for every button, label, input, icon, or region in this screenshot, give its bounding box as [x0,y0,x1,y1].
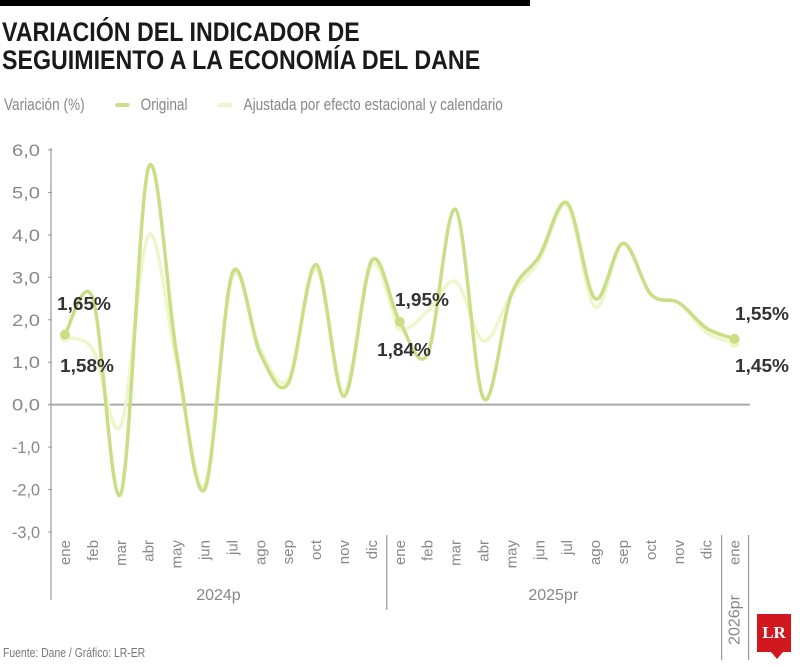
x-tick-label: oct [308,539,325,560]
source-note: Fuente: Dane / Gráfico: LR-ER [3,645,146,660]
x-tick-label: abr [141,540,158,562]
x-tick-label: ene [727,540,744,565]
legend: Variación (%) Original Ajustada por efec… [4,95,503,115]
data-point [60,329,70,340]
x-tick-label: abr [476,540,493,562]
y-axis-label: Variación (%) [4,95,85,114]
data-label: 1,58% [60,356,114,376]
y-tick-label: 3,0 [12,268,40,287]
x-tick-label: feb [420,540,437,561]
chart-title: VARIACIÓN DEL INDICADOR DE SEGUIMIENTO A… [2,18,480,74]
x-tick-label: may [503,540,520,569]
legend-label-adjusted: Ajustada por efecto estacional y calenda… [243,95,503,114]
x-tick-label: sep [280,540,297,564]
x-tick-label: ene [392,540,409,565]
data-point [394,316,405,327]
title-line-1: VARIACIÓN DEL INDICADOR DE [2,17,360,47]
x-tick-label: mar [113,540,130,566]
x-tick-label: ago [587,540,604,565]
group-label: 2026pr [727,594,744,644]
data-label: 1,55% [735,304,789,324]
y-tick-label: 6,0 [12,141,40,160]
x-tick-label: feb [85,540,102,561]
data-point [729,333,740,344]
x-tick-label: may [169,540,186,569]
y-tick-label: -3,0 [12,523,40,542]
title-line-2: SEGUIMIENTO A LA ECONOMÍA DEL DANE [2,45,481,75]
x-tick-label: jun [531,540,548,561]
top-rule [0,0,530,6]
group-label: 2024p [196,587,241,604]
y-tick-label: 2,0 [12,311,40,330]
x-tick-label: dic [699,540,716,560]
x-tick-label: ago [252,540,269,565]
x-tick-label: ene [57,540,74,565]
y-tick-label: 5,0 [12,183,40,202]
legend-label-original: Original [140,95,188,114]
legend-swatch-original [115,103,130,107]
lr-logo: LR [757,614,791,659]
x-tick-label: mar [448,540,465,566]
y-tick-label: -1,0 [12,438,40,457]
x-tick-label: sep [615,540,632,564]
y-tick-label: 0,0 [12,396,40,415]
x-tick-label: jun [197,540,214,561]
x-tick-label: dic [364,540,381,560]
data-label: 1,95% [395,290,449,310]
x-tick-label: nov [671,540,688,565]
x-tick-label: jul [559,540,576,556]
y-tick-label: 4,0 [12,226,40,245]
data-label: 1,45% [735,356,789,376]
series-line-original [63,162,737,498]
data-label: 1,65% [57,294,111,314]
legend-swatch-adjusted [217,103,233,107]
y-tick-label: 1,0 [12,353,40,372]
y-tick-label: -2,0 [12,481,40,500]
x-tick-label: nov [336,540,353,565]
x-tick-label: jul [224,540,241,556]
data-label: 1,84% [377,340,431,360]
group-label: 2025pr [528,587,578,604]
x-tick-label: oct [643,539,660,560]
